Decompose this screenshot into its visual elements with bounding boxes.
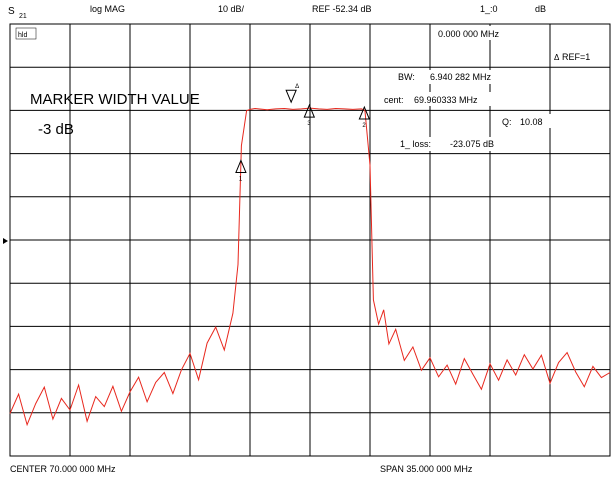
q-row-box: [500, 114, 556, 128]
delta-icon: Δ: [554, 53, 560, 62]
cent-label: cent:: [384, 95, 404, 105]
marker-unit-label: dB: [535, 4, 546, 14]
marker-1-label: 1: [239, 176, 243, 182]
loss-row-box: [395, 137, 525, 151]
center-frequency-label: CENTER 70.000 000 MHz: [10, 464, 116, 474]
marker-freq-box: [436, 26, 500, 40]
bw-row-box: [382, 70, 512, 84]
channel-sub-label: 21: [19, 13, 27, 20]
bw-value: 6.940 282 MHz: [430, 72, 492, 82]
q-value: 10.08: [520, 117, 543, 127]
marker-3-icon: [303, 103, 316, 118]
hold-tag-box: [15, 27, 37, 40]
marker-2-label: 2: [362, 123, 366, 129]
marker-width-threshold: -3 dB: [38, 121, 74, 138]
channel-label: S: [8, 6, 15, 17]
ref-marker-tag: REF=1: [562, 52, 590, 62]
marker-4-icon: [285, 89, 297, 104]
marker-width-title: MARKER WIDTH VALUE: [30, 91, 200, 108]
marker-4-label: Δ: [295, 84, 299, 90]
marker-1-icon: [235, 159, 247, 173]
span-frequency-label: SPAN 35.000 000 MHz: [380, 464, 473, 474]
hold-tag: hld: [18, 32, 27, 39]
s21-trace: [9, 107, 611, 427]
cent-row-box: [382, 92, 512, 106]
graticule-grid: [10, 24, 610, 456]
scale-label: 10 dB/: [218, 4, 245, 14]
marker-3-label: 3: [307, 121, 311, 127]
format-label: log MAG: [90, 4, 125, 14]
ref-level-label: REF -52.34 dB: [312, 4, 372, 14]
trace-markers: 1 2 3 Δ: [235, 84, 371, 182]
loss-value: -23.075 dB: [450, 139, 494, 149]
bw-label: BW:: [398, 72, 415, 82]
marker-freq-readout: 0.000 000 MHz: [438, 29, 500, 39]
marker-2-icon: [358, 105, 371, 120]
loss-label: 1_ loss:: [400, 139, 431, 149]
marker-value-label: 1_:0: [480, 4, 498, 14]
q-label: Q:: [502, 117, 512, 127]
cent-value: 69.960333 MHz: [414, 95, 478, 105]
reference-pointer-icon: [3, 238, 8, 244]
